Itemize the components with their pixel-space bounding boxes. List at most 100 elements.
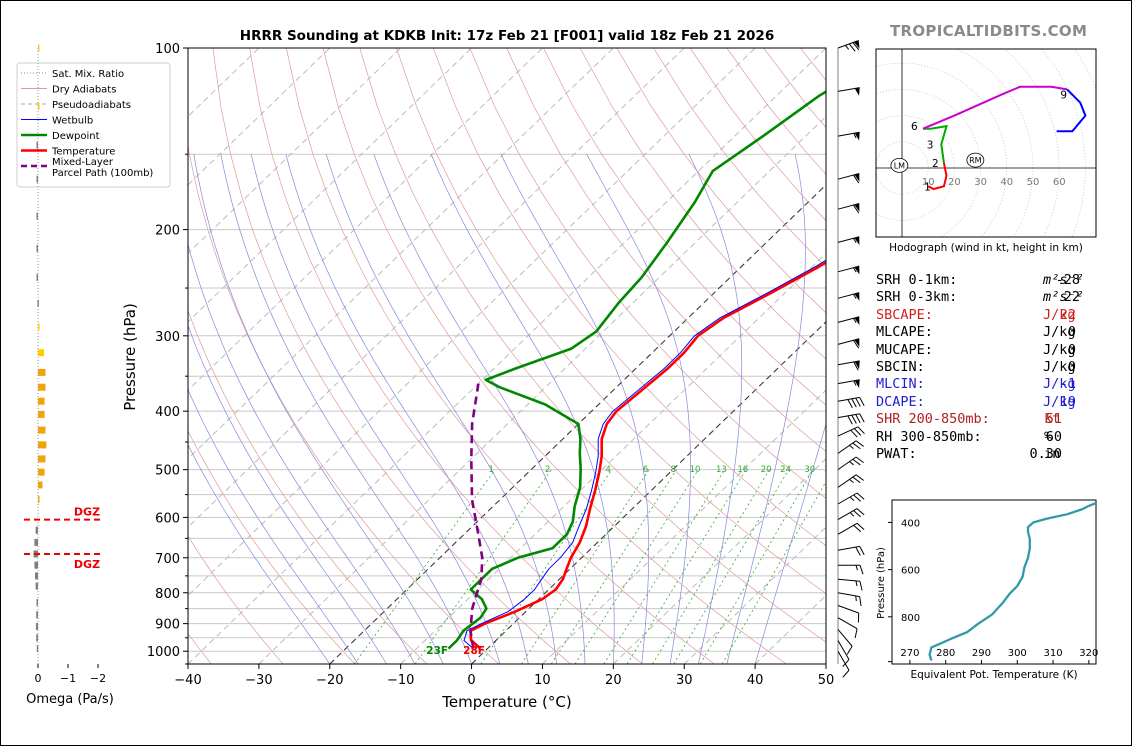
barb-full <box>857 426 865 435</box>
wind-barb <box>837 522 865 535</box>
mixing-ratio-label: 30 <box>804 465 815 475</box>
isotherm-line <box>188 48 543 391</box>
barb-full <box>852 42 860 51</box>
y-tick-label: 600 <box>155 511 180 526</box>
mixing-ratio-line <box>480 469 613 664</box>
omega-bar <box>35 572 38 580</box>
stat-unit: in <box>1044 445 1061 462</box>
barb-full <box>854 628 858 639</box>
x-tick-label: 0 <box>467 673 475 688</box>
surface-temperature-label: 28F <box>463 645 485 657</box>
barb-staff <box>837 265 860 273</box>
wind-barb <box>837 338 860 349</box>
x-tick-label: 40 <box>747 673 764 688</box>
barb-full <box>853 339 860 349</box>
hodograph-ring-label: 30 <box>974 177 987 188</box>
stat-row: SBCAPE: 22 J/kg <box>876 307 1116 324</box>
omega-tick-label: 0 <box>35 672 42 685</box>
wind-barb <box>837 605 860 623</box>
theta-e-x-tick-label: 300 <box>1008 648 1027 659</box>
omega-tick-label: −1 <box>60 672 76 685</box>
pseudoadiabat-line <box>500 154 650 664</box>
stat-label: SRH 0-3km: <box>876 289 958 306</box>
barb-flag <box>854 379 860 389</box>
legend-entry: Pseudoadiabats <box>52 100 131 111</box>
site-watermark: TROPICALTIDBITS.COM <box>890 22 1088 40</box>
mixing-ratio-label: 13 <box>716 465 727 475</box>
y-tick-label: 700 <box>155 552 180 567</box>
omega-bar <box>38 44 40 52</box>
stat-value: 51 <box>1045 411 1062 428</box>
skewt-ylabel: Pressure (hPa) <box>121 303 139 411</box>
barb-half <box>855 580 858 587</box>
omega-bar <box>36 634 38 642</box>
stat-value: -28 <box>1055 272 1080 288</box>
mixing-ratio-label: 16 <box>737 465 748 475</box>
omega-bar <box>38 495 40 503</box>
mixing-ratio-label: 4 <box>605 465 610 475</box>
dry-adiabat-line <box>188 143 499 664</box>
barb-staff <box>837 492 858 505</box>
omega-bar <box>38 383 46 391</box>
omega-bar <box>36 141 38 149</box>
hodograph-ring-label: 10 <box>922 177 935 188</box>
barb-full <box>851 398 857 408</box>
mixing-ratio-line <box>521 469 650 664</box>
barb-half <box>853 380 857 386</box>
barb-full <box>847 399 853 409</box>
dry-adiabat-line <box>432 48 826 547</box>
omega-bar <box>34 538 38 546</box>
barb-full <box>856 508 865 516</box>
stat-label: MLCIN: <box>876 376 925 393</box>
dry-adiabat-line <box>543 48 826 406</box>
barb-flag <box>854 203 860 212</box>
stat-unit: kt <box>1044 411 1061 428</box>
mixing-ratio-label: 36 <box>824 465 835 475</box>
pseudoadiabat-line <box>754 422 826 664</box>
pseudoadiabat-line <box>688 154 743 664</box>
barb-full <box>846 645 853 655</box>
stat-row: PWAT: 0.30 in <box>876 446 1116 463</box>
skewt-axes-frame <box>187 47 827 665</box>
pseudoadiabat-line <box>285 154 529 664</box>
wind-barb-column <box>837 40 865 678</box>
dgz-label: DGZ <box>74 506 100 519</box>
dry-adiabat-line <box>359 48 826 643</box>
barb-staff <box>837 203 860 210</box>
barb-half <box>849 461 854 466</box>
mixing-ratio-line <box>353 469 496 664</box>
wind-barb <box>837 617 858 639</box>
storm-motion-label: LM <box>894 161 905 170</box>
stat-value: 22 <box>1063 289 1080 306</box>
stat-row: DCAPE: 19 J/kg <box>876 394 1116 411</box>
y-tick-label: 200 <box>155 224 180 239</box>
barb-staff <box>837 456 857 471</box>
dry-adiabat-line <box>188 309 428 664</box>
stat-value: 0 <box>1067 358 1076 375</box>
skewt-xlabel: Temperature (°C) <box>441 693 571 711</box>
wind-barb <box>837 440 864 454</box>
legend-entry: Wetbulb <box>52 116 93 127</box>
omega-bar <box>37 299 39 307</box>
omega-bar <box>36 611 38 619</box>
storm-motion-marker <box>966 152 985 168</box>
omega-bar <box>38 323 40 331</box>
barb-staff <box>837 508 858 521</box>
y-tick-label: 800 <box>155 587 180 602</box>
pseudoadiabat-line <box>188 388 359 664</box>
hodograph-frame <box>875 48 1097 238</box>
mixing-ratio-label: 2 <box>545 465 550 475</box>
barb-full <box>853 428 862 436</box>
barb-full <box>855 456 864 464</box>
barb-half <box>853 133 857 139</box>
omega-bar <box>36 245 38 252</box>
barb-half <box>855 565 858 571</box>
y-tick-label: 300 <box>155 330 180 345</box>
x-tick-label: −30 <box>245 673 272 688</box>
stat-row: SRH 0-1km: -28 m²s⁻² <box>876 272 1116 289</box>
wind-barb <box>837 360 860 371</box>
wind-barb <box>837 396 865 409</box>
omega-bar <box>38 481 43 489</box>
legend-entry: Mixed-Layer Parcel Path (100mb) <box>52 157 153 179</box>
